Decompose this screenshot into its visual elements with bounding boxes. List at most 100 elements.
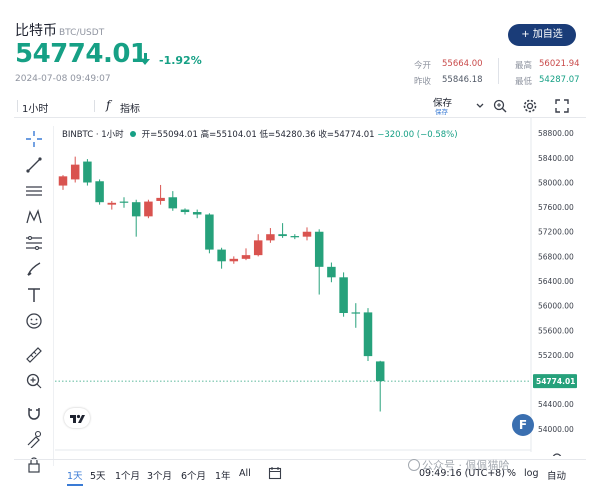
candle-body — [363, 312, 373, 357]
candle-body — [229, 258, 239, 262]
y-tick-label: 58000.00 — [538, 178, 574, 187]
y-tick-label: 55600.00 — [538, 326, 574, 335]
candle-body — [119, 201, 129, 203]
quote-timestamp: 2024-07-08 09:49:07 — [15, 74, 111, 84]
x-tick-label: 18:00 — [499, 455, 521, 456]
watermark-text: 公众号 · 佩佩猫哈 — [422, 459, 510, 472]
range-1d[interactable]: 1天 — [67, 468, 83, 486]
stat-label: 最高 — [515, 61, 533, 71]
candle-body — [156, 197, 165, 201]
y-tick-label: 56000.00 — [538, 302, 574, 311]
range-3m[interactable]: 3个月 — [147, 471, 173, 482]
legend-change: −320.00 (−0.58%) — [377, 130, 458, 140]
candle-body — [131, 202, 141, 217]
tradingview-logo[interactable] — [64, 408, 90, 428]
add-watchlist-button[interactable]: + 加自选 — [508, 24, 576, 46]
drawing-toolbar — [14, 126, 54, 473]
y-tick-label: 54400.00 — [538, 400, 574, 409]
zoom-in-icon[interactable] — [25, 372, 43, 390]
lock-pencil-icon[interactable] — [25, 430, 43, 448]
coin-name: 比特币 — [15, 23, 57, 39]
auto-scale-toggle[interactable]: 自动 — [547, 471, 567, 482]
legend-low: 低=54280.36 — [259, 130, 316, 140]
y-tick-label: 54000.00 — [538, 425, 574, 434]
indicators-button[interactable]: 指标 — [120, 104, 140, 115]
stat-label: 昨收 — [414, 77, 432, 87]
trend-line-icon[interactable] — [25, 156, 43, 174]
wechat-watermark: 公众号 · 佩佩猫哈 — [408, 457, 510, 473]
horizontal-lines-icon[interactable] — [25, 182, 43, 200]
zoom-search-icon[interactable] — [492, 98, 508, 114]
chart-toolbar: 1小时 f 指标 保存 保存 — [14, 94, 586, 118]
range-all[interactable]: All — [239, 468, 251, 479]
y-tick-label: 58400.00 — [538, 154, 574, 163]
emoji-icon[interactable] — [25, 312, 43, 330]
candle-body — [327, 266, 336, 278]
stat-value: 55664.00 — [442, 59, 483, 69]
stat-value: 54287.07 — [539, 75, 580, 85]
ohlc-legend: BINBTC · 1小时 开=55094.01 高=55104.01 低=5428… — [62, 128, 458, 140]
candle-body — [253, 240, 263, 256]
stat-open: 今开 55664.00 — [414, 59, 483, 71]
candlestick-chart[interactable]: 58800.00 58400.00 58000.00 57600.00 57200.00… — [55, 118, 587, 456]
candle-body — [83, 161, 92, 183]
brush-icon[interactable] — [25, 260, 43, 278]
interval-selector[interactable]: 1小时 — [22, 104, 49, 115]
lock-icon[interactable] — [25, 456, 43, 474]
candle-body — [180, 209, 190, 213]
coin-pair: BTC/USDT — [59, 28, 105, 38]
change-percent: -1.92% — [159, 54, 202, 67]
stat-value: 56021.94 — [539, 59, 580, 69]
text-tool-icon[interactable] — [25, 286, 43, 304]
y-tick-label: 55200.00 — [538, 351, 574, 360]
range-1y[interactable]: 1年 — [215, 471, 231, 482]
magnet-icon[interactable] — [25, 404, 43, 422]
y-tick-label: 56400.00 — [538, 277, 574, 286]
fx-indicator-icon[interactable]: f — [106, 98, 111, 112]
legend-symbol: BINBTC · 1小时 — [62, 130, 124, 140]
toolbar-divider — [94, 100, 95, 112]
chevron-down-icon[interactable] — [475, 98, 485, 114]
price-change: -1.92% — [140, 53, 202, 67]
stat-label: 今开 — [414, 61, 432, 71]
candle-body — [278, 234, 287, 237]
fib-tool-icon[interactable] — [25, 234, 43, 252]
stat-label: 最低 — [515, 77, 533, 87]
save-button[interactable]: 保存 保存 — [433, 95, 453, 116]
candle-body — [70, 164, 80, 180]
log-scale-toggle[interactable]: log — [524, 468, 539, 479]
save-sub-label: 保存 — [435, 108, 448, 116]
percent-scale-toggle[interactable]: % — [507, 468, 517, 479]
x-tick-label: 8 — [264, 455, 269, 456]
gear-icon[interactable] — [522, 98, 538, 114]
f-badge-icon[interactable]: F — [512, 414, 534, 436]
stat-low: 最低 54287.07 — [515, 75, 580, 87]
current-price: 54774.01 — [15, 39, 148, 69]
x-tick-label: 12:00 — [417, 455, 439, 456]
status-dot-icon — [129, 131, 136, 137]
crosshair-icon[interactable] — [25, 130, 43, 148]
save-label: 保存 — [433, 98, 453, 109]
arrow-down-icon — [140, 53, 151, 65]
range-1m[interactable]: 1个月 — [115, 471, 141, 482]
candle-body — [241, 255, 251, 259]
ruler-icon[interactable] — [25, 346, 43, 364]
calendar-icon[interactable] — [268, 466, 282, 480]
candle-body — [217, 249, 226, 262]
pattern-tool-icon[interactable] — [25, 208, 43, 226]
candle-body — [351, 312, 361, 314]
candle-body — [375, 361, 385, 382]
legend-high: 高=55104.01 — [200, 130, 257, 140]
toolbar-divider — [17, 100, 18, 112]
price-header: 比特币 BTC/USDT 54774.01 -1.92% 2024-07-08 0… — [0, 0, 600, 92]
candle-body — [58, 176, 68, 186]
range-6m[interactable]: 6个月 — [181, 471, 207, 482]
x-tick-label: 12:00 — [88, 455, 110, 456]
candle-body — [168, 197, 178, 209]
range-5d[interactable]: 5天 — [90, 471, 106, 482]
last-price-badge — [533, 374, 577, 389]
candle-body — [205, 214, 214, 250]
axis-settings-icon[interactable] — [552, 453, 562, 456]
fullscreen-icon[interactable] — [554, 98, 570, 114]
timezone-clock[interactable]: 09:49:16 (UTC+8) — [419, 468, 505, 479]
